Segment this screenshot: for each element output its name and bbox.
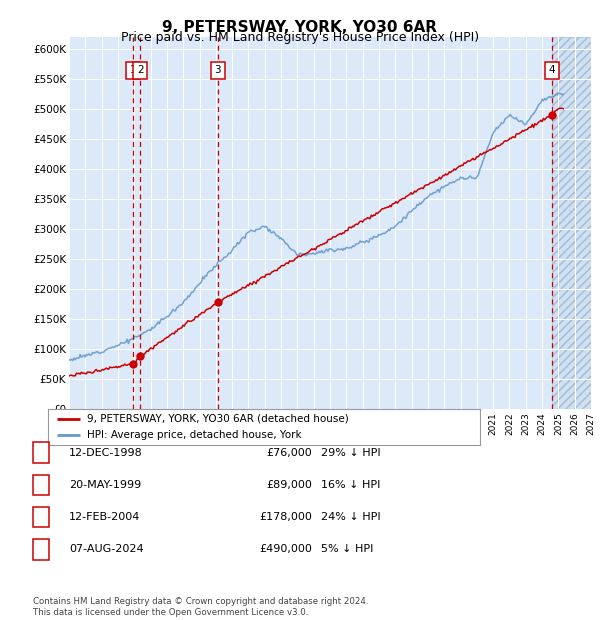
Text: £89,000: £89,000 (266, 480, 312, 490)
Text: 4: 4 (548, 65, 555, 75)
Text: 1: 1 (130, 65, 137, 75)
Text: 16% ↓ HPI: 16% ↓ HPI (321, 480, 380, 490)
Text: 20-MAY-1999: 20-MAY-1999 (69, 480, 141, 490)
Text: 12-FEB-2004: 12-FEB-2004 (69, 512, 140, 522)
Text: 1: 1 (37, 448, 44, 458)
Text: 2: 2 (137, 65, 144, 75)
Text: 9, PETERSWAY, YORK, YO30 6AR: 9, PETERSWAY, YORK, YO30 6AR (163, 20, 437, 35)
Text: 24% ↓ HPI: 24% ↓ HPI (321, 512, 380, 522)
Text: 3: 3 (37, 512, 44, 522)
Text: 29% ↓ HPI: 29% ↓ HPI (321, 448, 380, 458)
Text: £490,000: £490,000 (259, 544, 312, 554)
Text: £178,000: £178,000 (259, 512, 312, 522)
Text: 2: 2 (37, 480, 44, 490)
Text: 5% ↓ HPI: 5% ↓ HPI (321, 544, 373, 554)
Text: £76,000: £76,000 (266, 448, 312, 458)
Text: 9, PETERSWAY, YORK, YO30 6AR (detached house): 9, PETERSWAY, YORK, YO30 6AR (detached h… (87, 414, 349, 424)
Text: Price paid vs. HM Land Registry's House Price Index (HPI): Price paid vs. HM Land Registry's House … (121, 31, 479, 44)
Bar (552, 37, 599, 409)
Text: 3: 3 (214, 65, 221, 75)
Text: 07-AUG-2024: 07-AUG-2024 (69, 544, 143, 554)
Text: 12-DEC-1998: 12-DEC-1998 (69, 448, 143, 458)
Bar (552, 37, 599, 409)
Text: 4: 4 (37, 544, 44, 554)
Text: Contains HM Land Registry data © Crown copyright and database right 2024.
This d: Contains HM Land Registry data © Crown c… (33, 598, 368, 617)
Text: HPI: Average price, detached house, York: HPI: Average price, detached house, York (87, 430, 302, 440)
